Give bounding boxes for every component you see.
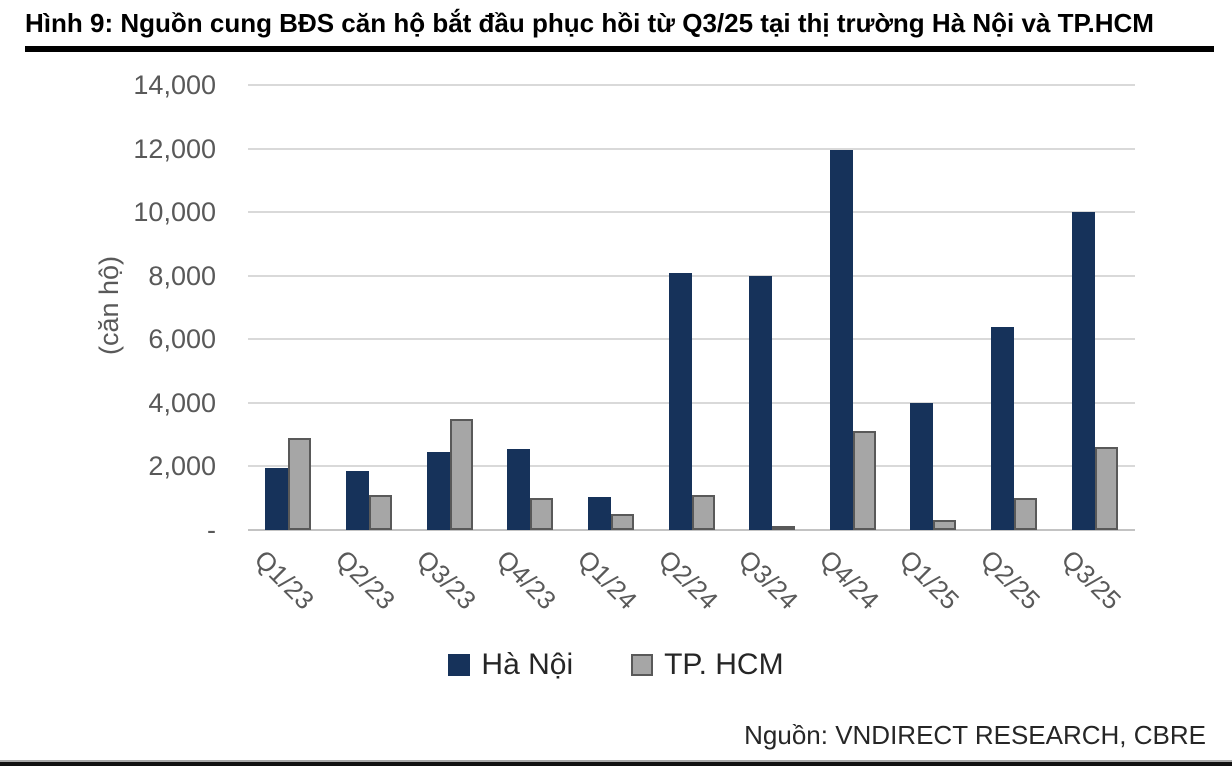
legend: Hà Nội TP. HCM [0,648,1232,682]
bottom-divider [0,760,1232,766]
bar-group-q3-24 [732,85,813,530]
y-axis-tick-label: 4,000 [148,387,216,418]
bar-h-n-i [749,275,773,530]
bar-h-n-i [507,448,531,530]
bar-group-q4-23 [490,85,571,530]
x-axis-tick-label: Q4/23 [491,544,563,616]
x-axis-tick-label: Q3/25 [1055,544,1127,616]
bar-group-q3-25 [1054,85,1135,530]
gridline [248,147,1135,150]
legend-item-h-n-i: Hà Nội [448,648,573,682]
bar-h-n-i [426,452,450,530]
x-axis-tick-label: Q1/24 [571,544,643,616]
bar-group-q2-23 [329,85,410,530]
bar-h-n-i [265,468,289,530]
bar-tp-hcm [1094,447,1118,530]
bar-tp-hcm [368,495,392,530]
bar-h-n-i [668,272,692,530]
x-axis-tick-label: Q2/23 [329,544,402,616]
x-axis-tick-label: Q1/23 [249,544,321,616]
y-axis-tick-label: 14,000 [133,70,216,100]
figure-title: Hình 9: Nguồn cung BĐS căn hộ bắt đầu ph… [25,8,1154,38]
bar-group-q1-24 [571,85,652,530]
bar-h-n-i [345,471,369,530]
bar-group-q4-24 [812,85,893,530]
x-axis-tick-label: Q1/25 [894,544,966,616]
bar-group-q3-23 [409,85,490,530]
bar-group-q2-25 [974,85,1055,530]
bar-tp-hcm [772,526,796,530]
y-axis-tick-label: 10,000 [133,197,216,228]
x-axis-tick-label: Q3/23 [410,544,482,616]
bar-tp-hcm [852,431,876,530]
legend-label-h-n-i: Hà Nội [481,648,574,681]
bar-tp-hcm [288,437,312,530]
legend-item-tp-hcm: TP. HCM [631,648,784,682]
legend-swatch-h-n-i [448,654,471,676]
x-axis-tick-label: Q2/25 [974,544,1047,616]
bar-tp-hcm [449,418,473,530]
bar-h-n-i [829,150,853,530]
bar-h-n-i [1071,212,1095,530]
bar-tp-hcm [691,495,715,530]
title-divider [25,46,1214,52]
bar-h-n-i [910,402,934,530]
gridline [248,211,1135,214]
bar-group-q1-23 [248,85,329,530]
x-axis-tick-label: Q4/24 [813,544,885,616]
bar-tp-hcm [610,514,634,530]
gridline [248,529,1135,531]
legend-label-tp-hcm: TP. HCM [664,648,784,681]
y-axis-tick-label: 6,000 [148,324,216,355]
bar-group-q2-24 [651,85,732,530]
bar-groups [248,85,1135,530]
legend-swatch-tp-hcm [631,654,654,676]
x-axis-tick-label: Q2/24 [652,544,724,616]
bar-tp-hcm [933,520,957,530]
y-axis-tick-label: - [207,515,216,545]
x-axis-tick-label: Q3/24 [732,544,805,616]
y-axis-tick-label: 8,000 [148,260,216,291]
gridline [248,84,1135,86]
bar-h-n-i [587,496,611,530]
bar-tp-hcm [530,498,554,530]
bar-tp-hcm [1014,498,1038,530]
source-note: Nguồn: VNDIRECT RESEARCH, CBRE [744,720,1206,750]
plot-area [248,84,1135,531]
bar-h-n-i [991,326,1015,530]
bar-group-q1-25 [893,85,974,530]
y-axis-tick-label: 12,000 [133,133,216,164]
y-axis-tick-label: 2,000 [148,451,216,482]
